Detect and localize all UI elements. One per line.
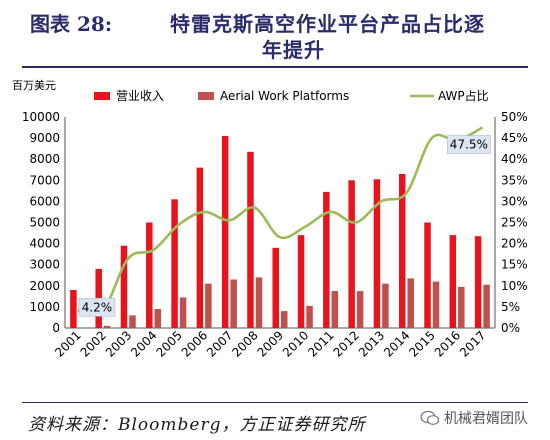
bar-revenue xyxy=(196,167,204,328)
right-tick-label: 10% xyxy=(501,279,528,293)
x-tick-label: 2008 xyxy=(229,328,260,359)
left-tick-label: 0 xyxy=(52,321,60,335)
bar-awp xyxy=(179,297,187,328)
title-divider xyxy=(22,66,528,68)
x-tick-label: 2002 xyxy=(78,328,109,359)
right-tick-label: 25% xyxy=(501,216,528,230)
bar-awp xyxy=(281,311,288,328)
annotation-label: 4.2% xyxy=(82,300,113,314)
right-tick-label: 20% xyxy=(501,237,528,251)
bar-awp xyxy=(154,309,162,328)
right-tick-label: 30% xyxy=(501,194,528,208)
left-tick-label: 7000 xyxy=(29,173,60,187)
source-note: 资料来源：Bloomberg，方正证券研究所 xyxy=(28,415,366,435)
bar-revenue xyxy=(272,247,279,328)
left-tick-label: 5000 xyxy=(29,216,60,230)
figure-title-line1: 特雷克斯高空作业平台产品占比逐 xyxy=(170,12,485,36)
x-tick-label: 2012 xyxy=(331,328,362,359)
revenue-awp-chart: 百万美元 0 1000 2000 3000 4000 5000 6000 7000 8000 900… xyxy=(12,79,528,360)
bar-awp xyxy=(356,291,364,328)
legend-awp-swatch xyxy=(198,92,214,100)
x-tick-label: 2009 xyxy=(255,328,286,359)
bar-awp xyxy=(255,277,263,328)
bar-revenue xyxy=(297,235,305,328)
bar-awp xyxy=(331,291,339,328)
bar-revenue xyxy=(348,180,355,328)
bar-revenue xyxy=(474,236,482,328)
left-tick-label: 3000 xyxy=(29,258,60,272)
bar-awp xyxy=(103,325,111,328)
bar-revenue xyxy=(424,222,431,328)
source-divider xyxy=(22,402,528,403)
x-tick-label: 2011 xyxy=(305,328,336,359)
bar-awp xyxy=(129,315,136,328)
bar-revenue xyxy=(398,173,406,328)
left-tick-label: 6000 xyxy=(29,194,60,208)
bar-awp xyxy=(407,278,414,328)
bar-awp xyxy=(483,284,490,328)
bar-awp xyxy=(205,283,212,328)
legend-awp-label: Aerial Work Platforms xyxy=(220,89,349,103)
right-tick-label: 15% xyxy=(501,258,528,272)
x-tick-label: 2005 xyxy=(153,328,184,359)
x-tick-label: 2014 xyxy=(381,328,412,359)
left-tick-label: 4000 xyxy=(29,237,60,251)
right-tick-label: 50% xyxy=(501,110,528,124)
bar-revenue xyxy=(146,222,153,328)
bar-awp xyxy=(382,283,389,328)
x-tick-label: 2013 xyxy=(356,328,387,359)
legend-awp-share-label: AWP占比 xyxy=(438,88,489,103)
left-tick-label: 10000 xyxy=(22,110,60,124)
x-tick-label: 2006 xyxy=(179,328,210,359)
legend-revenue-swatch xyxy=(94,92,110,100)
left-tick-label: 1000 xyxy=(29,300,60,314)
left-tick-label: 2000 xyxy=(29,279,60,293)
bar-awp xyxy=(458,286,465,328)
bar-revenue xyxy=(323,191,330,328)
x-tick-label: 2017 xyxy=(457,328,488,359)
figure-title-line2: 年提升 xyxy=(262,38,325,62)
x-tick-label: 2015 xyxy=(406,328,437,359)
x-tick-label: 2007 xyxy=(204,328,235,359)
right-tick-label: 35% xyxy=(501,173,528,187)
watermark: 机械君婿团队 xyxy=(420,408,528,428)
annotation-box xyxy=(78,297,116,317)
right-tick-label: 0% xyxy=(501,321,520,335)
figure-label: 图表 28: xyxy=(30,12,113,36)
right-tick-label: 40% xyxy=(501,152,528,166)
x-tick-label: 2004 xyxy=(128,328,159,359)
x-tick-label: 2010 xyxy=(280,328,311,359)
wechat-icon xyxy=(420,410,440,425)
bar-revenue xyxy=(171,199,178,328)
bar-revenue xyxy=(70,290,77,328)
x-tick-label: 2003 xyxy=(103,328,134,359)
watermark-text: 机械君婿团队 xyxy=(444,411,528,427)
awp-share-line xyxy=(77,126,483,316)
left-axis-unit: 百万美元 xyxy=(12,79,56,92)
figure-header: 图表 28: 特雷克斯高空作业平台产品占比逐 年提升 xyxy=(0,0,550,68)
right-tick-label: 45% xyxy=(501,131,528,145)
bar-revenue xyxy=(247,151,254,328)
bar-awp xyxy=(230,279,237,328)
bar-awp xyxy=(432,281,440,328)
x-tick-label: 2016 xyxy=(432,328,463,359)
legend-revenue-label: 营业收入 xyxy=(116,89,164,103)
bar-revenue xyxy=(221,135,229,328)
left-tick-label: 8000 xyxy=(29,152,60,166)
bar-revenue xyxy=(373,179,381,328)
bar-awp xyxy=(306,305,313,328)
right-tick-label: 5% xyxy=(501,300,520,314)
left-tick-label: 9000 xyxy=(29,131,60,145)
annotation-label: 47.5% xyxy=(450,138,488,152)
bar-revenue xyxy=(449,235,457,328)
annotation-box xyxy=(447,135,491,154)
bar-revenue xyxy=(120,245,128,328)
